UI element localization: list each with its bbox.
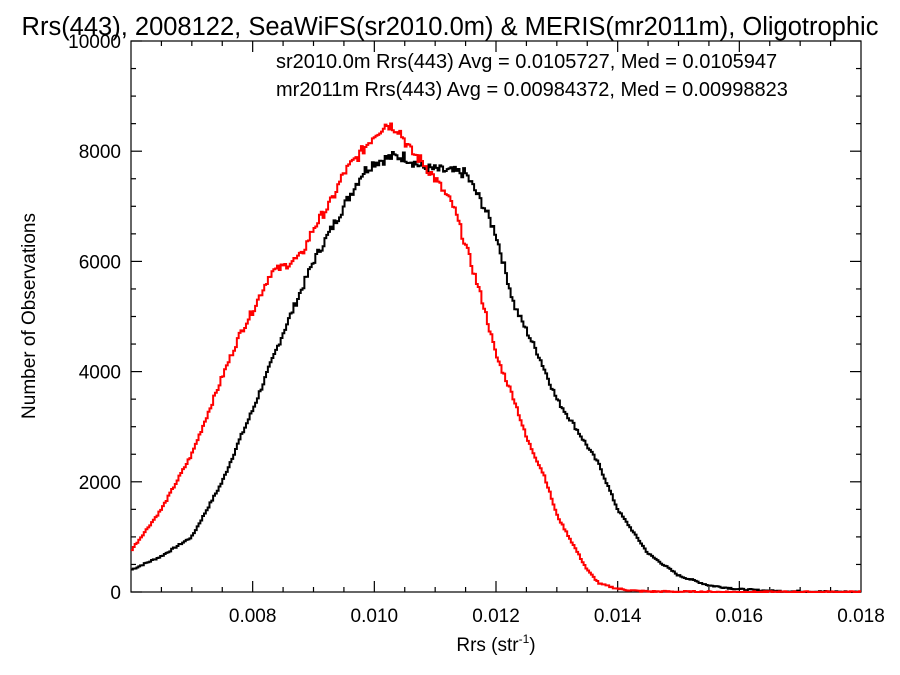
annotation-meris-stats: mr2011m Rrs(443) Avg = 0.00984372, Med =… [276,79,788,101]
x-axis-label-end: ) [529,635,535,656]
y-axis-label: Number of Observations [19,213,40,419]
y-tick-label: 6000 [79,252,121,273]
x-axis-label: Rrs (str-1) [456,632,535,656]
x-axis-label-superscript: -1 [519,632,530,646]
series-seawifs-histogram [131,151,861,593]
y-tick-label: 8000 [79,142,121,163]
y-tick-label: 10000 [68,32,121,53]
y-tick-label: 0 [110,583,121,604]
annotation-seawifs-stats: sr2010.0m Rrs(443) Avg = 0.0105727, Med … [276,51,777,73]
y-tick-label: 2000 [79,473,121,494]
x-axis-label-text: Rrs (str [456,635,519,656]
x-axis: 0.008 0.010 0.012 0.014 0.016 0.018 [160,41,885,627]
y-tick-label: 4000 [79,363,121,384]
x-tick-label: 0.014 [594,606,642,627]
x-tick-label: 0.008 [229,606,277,627]
x-tick-label: 0.016 [716,606,764,627]
chart-title: Rrs(443), 2008122, SeaWiFS(sr2010.0m) & … [22,13,879,41]
y-axis: 0 2000 4000 6000 8000 10000 [68,32,861,604]
x-tick-label: 0.010 [351,606,399,627]
series-meris-histogram [131,122,861,593]
series-layer [131,122,861,593]
x-tick-label: 0.018 [837,606,885,627]
x-tick-label: 0.012 [472,606,520,627]
